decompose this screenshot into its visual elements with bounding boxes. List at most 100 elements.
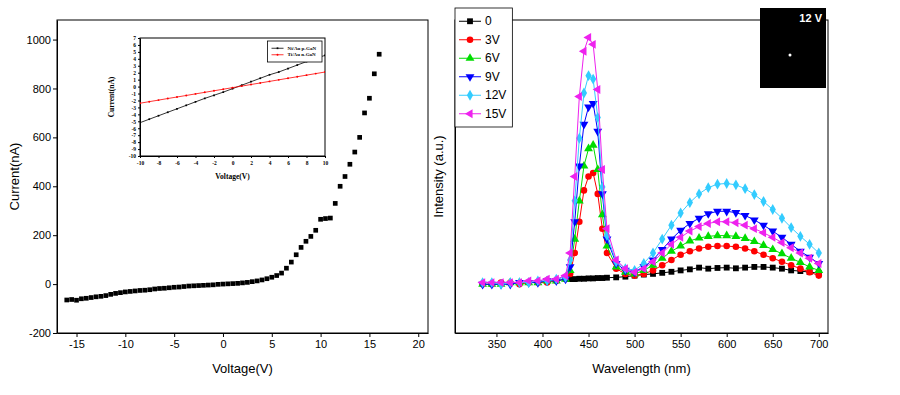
x-tick: 500 bbox=[626, 333, 644, 350]
data-point bbox=[269, 74, 271, 76]
data-point bbox=[659, 234, 665, 245]
x-tick: 10 bbox=[323, 156, 329, 166]
data-point bbox=[678, 267, 684, 273]
data-point bbox=[147, 287, 152, 292]
y-tick-mark bbox=[138, 45, 140, 46]
data-point bbox=[222, 91, 224, 93]
data-point bbox=[805, 262, 814, 270]
y-tick-mark bbox=[138, 87, 140, 88]
y-tick-label: 200 bbox=[33, 229, 51, 241]
data-point bbox=[696, 265, 702, 271]
y-tick: 5 bbox=[133, 49, 140, 55]
x-axis-line bbox=[456, 333, 829, 334]
y-tick-mark bbox=[138, 156, 140, 157]
x-tick-mark bbox=[223, 333, 224, 337]
x-tick: 400 bbox=[534, 333, 552, 350]
data-point bbox=[714, 179, 720, 190]
data-point bbox=[659, 270, 665, 276]
data-point bbox=[814, 259, 822, 268]
x-tick-mark bbox=[272, 333, 273, 337]
x-tick-mark bbox=[270, 156, 271, 158]
data-point bbox=[185, 94, 187, 96]
x-tick: 20 bbox=[413, 333, 425, 350]
data-point bbox=[287, 68, 289, 70]
chart-svg: -15-10-505101520-20002004006008001000Vol… bbox=[0, 0, 900, 395]
data-point bbox=[714, 243, 721, 250]
data-point bbox=[613, 274, 619, 280]
x-axis: -15-10-505101520 bbox=[58, 333, 429, 350]
data-point bbox=[676, 233, 684, 242]
x-tick-label: 10 bbox=[323, 160, 329, 166]
data-point bbox=[796, 257, 805, 265]
data-point bbox=[167, 285, 172, 290]
x-axis-line bbox=[58, 333, 429, 334]
data-point bbox=[196, 283, 201, 288]
figure: -15-10-505101520-20002004006008001000Vol… bbox=[0, 0, 900, 395]
data-point bbox=[113, 291, 118, 296]
x-tick-label: 650 bbox=[764, 338, 782, 350]
data-point bbox=[678, 208, 684, 219]
x-axis-title: Wavelength (nm) bbox=[592, 361, 691, 376]
legend-entry: Ni/Au p-GaN bbox=[272, 46, 317, 51]
data-point bbox=[505, 278, 513, 287]
data-point bbox=[128, 289, 133, 294]
y-tick-mark bbox=[138, 121, 140, 122]
legend-line bbox=[272, 54, 284, 55]
x-tick-mark bbox=[288, 156, 289, 158]
data-point bbox=[749, 224, 757, 233]
data-point bbox=[742, 245, 749, 252]
data-point bbox=[751, 189, 757, 200]
data-point bbox=[588, 40, 596, 49]
data-point bbox=[235, 281, 240, 286]
data-point bbox=[284, 266, 289, 271]
x-tick-label: 350 bbox=[488, 338, 506, 350]
y-tick: 7 bbox=[133, 35, 140, 41]
y-tick-label: -8 bbox=[131, 139, 136, 145]
data-point bbox=[143, 288, 148, 293]
data-point bbox=[629, 268, 637, 277]
legend-label: Ni/Au p-GaN bbox=[288, 46, 317, 51]
series bbox=[567, 264, 821, 282]
data-point bbox=[514, 278, 522, 287]
data-point bbox=[323, 216, 328, 221]
data-point bbox=[713, 209, 722, 217]
x-tick: -6 bbox=[175, 156, 180, 166]
y-tick-mark bbox=[138, 66, 140, 67]
data-point bbox=[140, 102, 141, 104]
data-point bbox=[597, 165, 605, 174]
data-point bbox=[222, 88, 224, 90]
data-point bbox=[265, 276, 270, 281]
data-point bbox=[533, 276, 541, 285]
y-axis: -10-9-8-7-6-5-4-3-2-101234567 bbox=[129, 35, 141, 159]
x-tick-mark bbox=[727, 333, 728, 337]
data-point bbox=[731, 231, 740, 239]
data-point bbox=[167, 111, 169, 113]
data-point bbox=[299, 245, 304, 250]
y-tick: 200 bbox=[33, 229, 57, 241]
data-point bbox=[296, 64, 298, 66]
y-tick-label: 800 bbox=[33, 82, 51, 94]
y-tick: -200 bbox=[29, 327, 57, 339]
data-point bbox=[328, 216, 333, 221]
data-point bbox=[269, 80, 271, 82]
data-point bbox=[94, 294, 99, 299]
y-tick-label: -2 bbox=[131, 98, 136, 104]
legend: Ni/Au p-GaNTi/Au n-GaN bbox=[268, 41, 322, 62]
data-point bbox=[560, 271, 568, 280]
data-point bbox=[787, 253, 796, 261]
data-point bbox=[668, 220, 674, 231]
data-point bbox=[185, 104, 187, 106]
x-tick-mark bbox=[369, 333, 370, 337]
data-point bbox=[620, 264, 628, 273]
emission-spot bbox=[789, 54, 792, 57]
data-point bbox=[795, 249, 803, 258]
x-tick-label: 20 bbox=[413, 338, 425, 350]
data-point bbox=[669, 269, 675, 275]
data-point bbox=[733, 265, 739, 271]
data-point bbox=[768, 244, 777, 252]
data-point bbox=[759, 240, 768, 248]
y-tick: -1 bbox=[131, 91, 140, 97]
data-point bbox=[695, 216, 704, 224]
x-axis-line bbox=[141, 156, 326, 157]
data-point bbox=[685, 221, 694, 229]
